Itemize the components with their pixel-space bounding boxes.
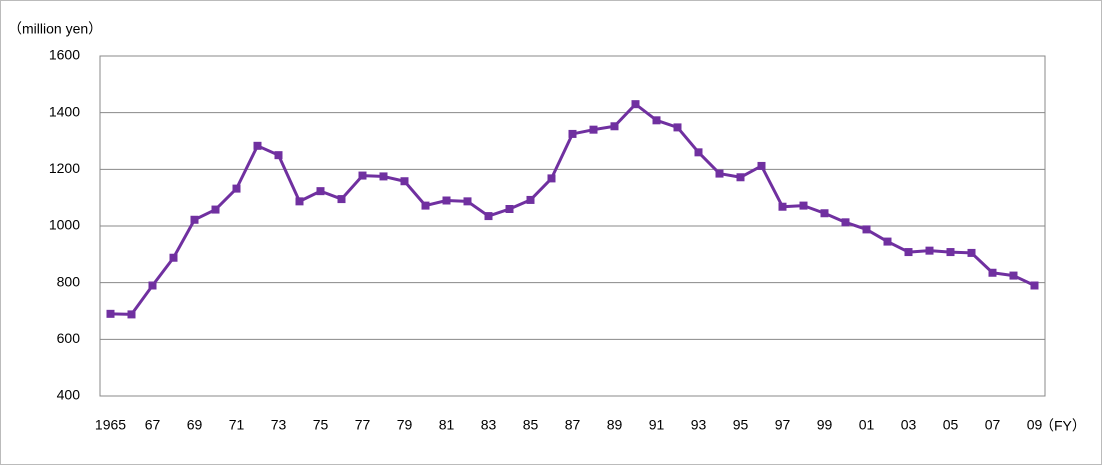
x-tick-label: 93 [691,417,707,433]
x-tick-label: 83 [481,417,497,433]
point-marker [211,205,220,214]
y-tick-label: 1200 [49,160,80,176]
x-axis-label: （FY） [1040,418,1086,434]
point-marker [946,248,955,257]
x-tick-label: 99 [817,417,833,433]
x-tick-label: 03 [901,417,917,433]
point-marker [295,197,304,206]
x-tick-label: 69 [187,417,203,433]
point-marker [1009,271,1018,280]
point-marker [568,129,577,138]
point-marker [316,187,325,196]
x-tick-label: 75 [313,417,329,433]
point-marker [106,309,115,318]
x-tick-label: 01 [859,417,875,433]
x-tick-label: 79 [397,417,413,433]
x-tick-label: 71 [229,417,245,433]
point-marker [988,268,997,277]
point-marker [589,125,598,134]
x-tick-label: 73 [271,417,287,433]
x-tick-label: 67 [145,417,161,433]
x-tick-label: 09 [1027,417,1043,433]
point-marker [274,151,283,160]
point-marker [547,174,556,183]
point-marker [253,141,262,150]
y-tick-label: 400 [57,387,81,403]
x-tick-label: 81 [439,417,455,433]
y-axis-label: （million yen） [8,21,102,37]
point-marker [1030,281,1039,290]
point-marker [232,184,241,193]
point-marker [736,173,745,182]
point-marker [337,195,346,204]
point-marker [967,248,976,257]
x-tick-label: 87 [565,417,581,433]
point-marker [169,253,178,262]
point-marker [442,196,451,205]
x-tick-label: 05 [943,417,959,433]
x-tick-label: 07 [985,417,1001,433]
point-marker [610,122,619,131]
y-tick-label: 1000 [49,217,80,233]
y-tick-label: 1600 [49,47,80,63]
point-marker [778,202,787,211]
x-tick-label: 97 [775,417,791,433]
point-marker [862,225,871,234]
point-marker [757,161,766,170]
x-tick-label: 77 [355,417,371,433]
point-marker [673,123,682,132]
point-marker [904,248,913,257]
y-tick-label: 600 [57,330,81,346]
point-marker [463,197,472,206]
x-tick-label: 1965 [95,417,126,433]
point-marker [358,171,367,180]
point-marker [883,237,892,246]
y-tick-label: 1400 [49,103,80,119]
point-marker [925,246,934,255]
point-marker [190,215,199,224]
x-tick-label: 91 [649,417,665,433]
point-marker [484,212,493,221]
point-marker [799,201,808,210]
x-tick-label: 85 [523,417,539,433]
point-marker [379,172,388,181]
y-tick-label: 800 [57,273,81,289]
point-marker [841,218,850,227]
point-marker [715,169,724,178]
point-marker [631,100,640,109]
point-marker [694,148,703,157]
point-marker [400,177,409,186]
point-marker [127,310,136,319]
x-tick-label: 89 [607,417,623,433]
point-marker [505,205,514,213]
point-marker [148,281,157,290]
point-marker [820,209,829,218]
point-marker [526,195,535,204]
point-marker [421,201,430,210]
x-tick-label: 95 [733,417,749,433]
point-marker [652,116,661,125]
